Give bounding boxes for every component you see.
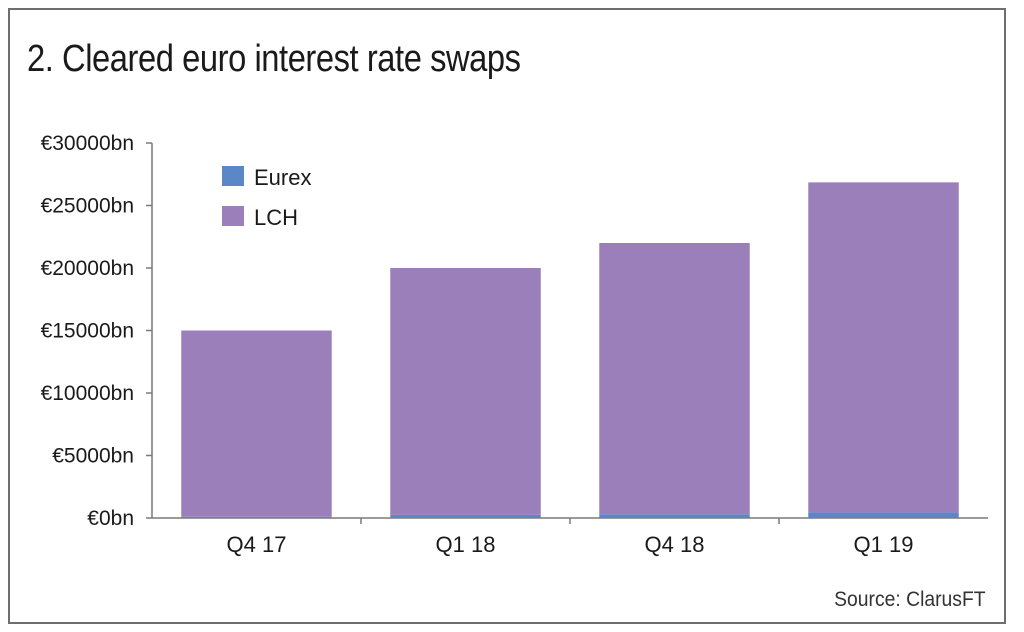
y-tick-label: €5000bn [52, 445, 134, 468]
bar-lch-q4-17 [181, 330, 332, 517]
bar-lch-q1-18 [390, 268, 541, 515]
bar-lch-q4-18 [599, 243, 750, 515]
bar-eurex-q1-19 [808, 512, 959, 518]
y-tick-label: €30000bn [41, 132, 134, 155]
legend-swatch-lch [222, 206, 244, 226]
x-category-label: Q1 19 [854, 532, 914, 557]
legend-label-eurex: Eurex [254, 165, 311, 190]
y-tick-label: €15000bn [41, 320, 134, 343]
x-category-label: Q4 18 [645, 532, 705, 557]
bar-lch-q1-19 [808, 182, 959, 513]
y-tick-label: €10000bn [41, 382, 134, 405]
bar-eurex-q4-18 [599, 514, 750, 518]
x-category-label: Q1 18 [436, 532, 496, 557]
bar-eurex-q1-18 [390, 514, 541, 518]
legend-swatch-eurex [222, 166, 244, 186]
y-tick-label: €25000bn [41, 195, 134, 218]
legend-label-lch: LCH [254, 205, 298, 230]
source-note: Source: ClarusFT [834, 588, 986, 611]
y-tick-label: €0bn [87, 507, 134, 530]
y-tick-label: €20000bn [41, 257, 134, 280]
bar-eurex-q4-17 [181, 516, 332, 518]
x-category-label: Q4 17 [227, 532, 287, 557]
chart-title: 2. Cleared euro interest rate swaps [27, 38, 521, 80]
